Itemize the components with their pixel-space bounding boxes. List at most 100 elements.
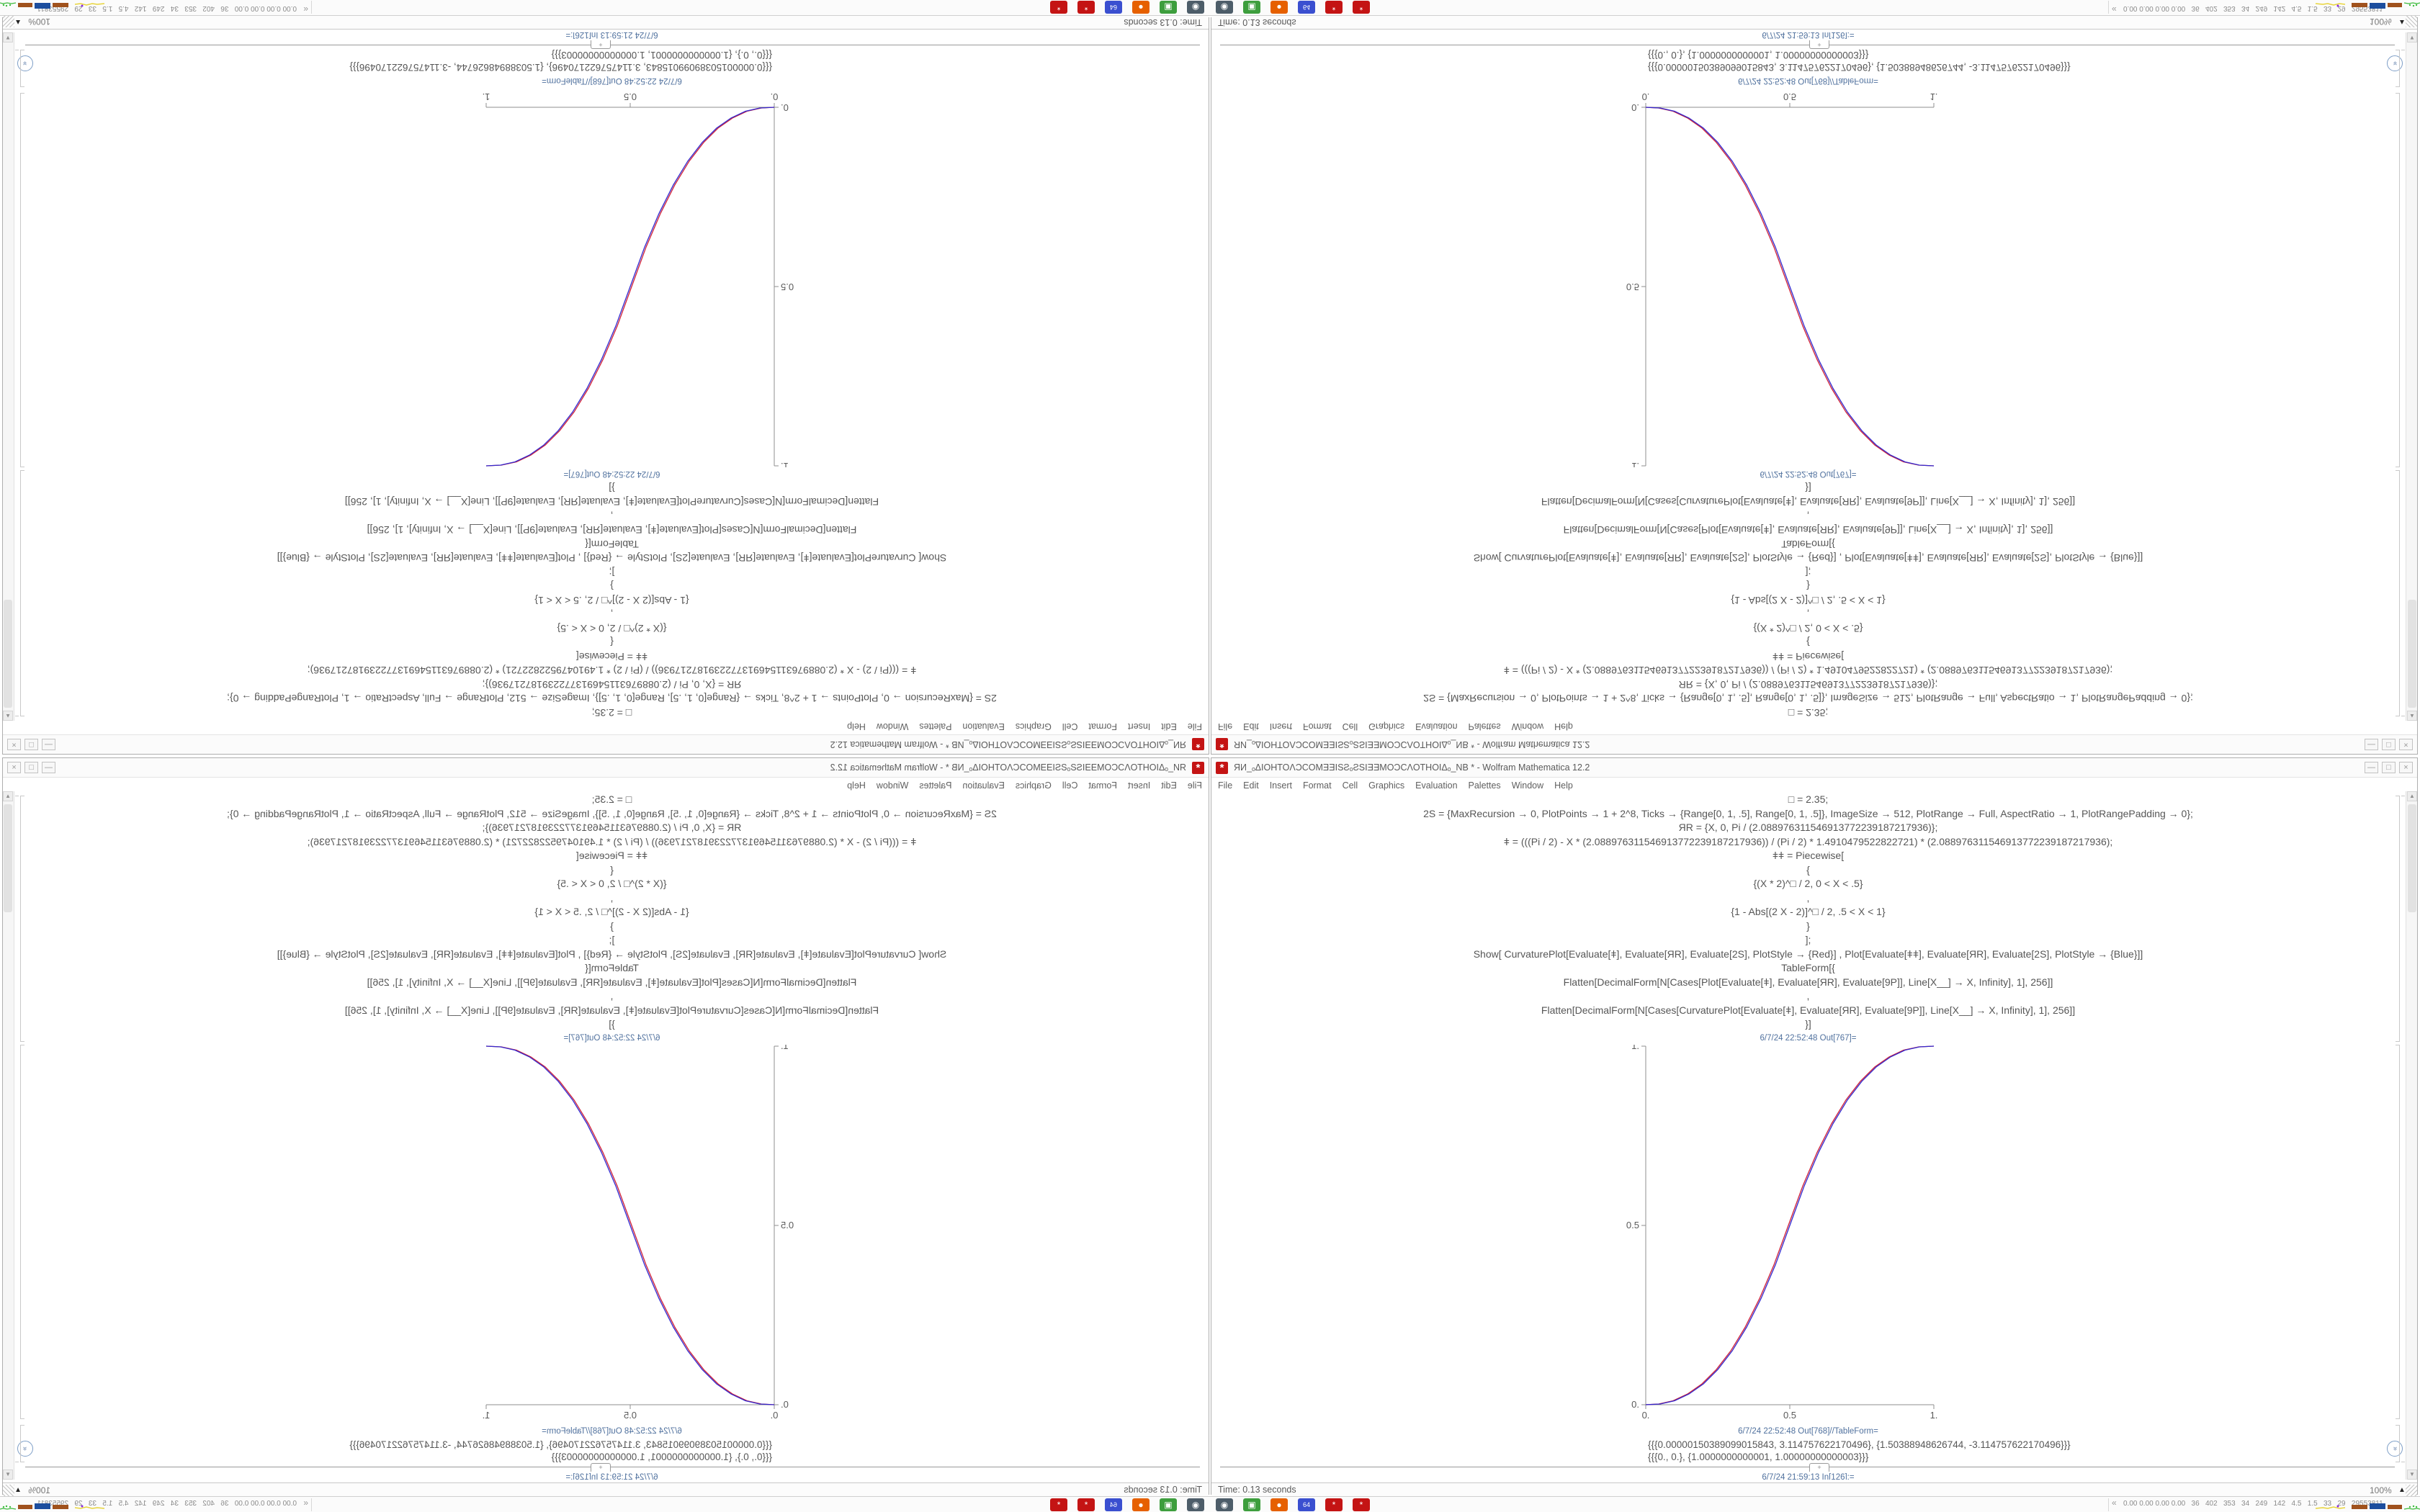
taskbar-emulator-64-icon[interactable]: 64 xyxy=(1105,1,1122,14)
menu-palettes[interactable]: Palettes xyxy=(1468,721,1501,732)
scrollbar-thumb[interactable] xyxy=(2408,600,2416,708)
menu-evaluation[interactable]: Evaluation xyxy=(1415,721,1458,732)
scrollbar-up-arrow-icon[interactable]: ▲ xyxy=(2407,791,2417,801)
close-button[interactable]: × xyxy=(7,739,21,750)
menu-edit[interactable]: Edit xyxy=(1243,780,1259,791)
vertical-scrollbar[interactable]: ▲ ▼ xyxy=(2406,791,2417,1480)
maximize-button[interactable]: □ xyxy=(24,762,38,773)
cell-bracket-output-plot[interactable] xyxy=(2396,1045,2400,1419)
vertical-scrollbar[interactable]: ▲ ▼ xyxy=(3,32,14,721)
cell-bracket-group[interactable] xyxy=(2401,50,2405,716)
maximize-button[interactable]: □ xyxy=(2382,739,2396,750)
menu-insert[interactable]: Insert xyxy=(1128,780,1151,791)
menu-file[interactable]: File xyxy=(1218,721,1233,732)
cell-bracket-group[interactable] xyxy=(2401,796,2405,1462)
menu-palettes[interactable]: Palettes xyxy=(919,721,952,732)
menu-help[interactable]: Help xyxy=(1554,721,1573,732)
notebook-content[interactable]: □ = 2.35; 2S = {MaxRecursion → 0, PlotPo… xyxy=(15,32,1209,719)
minimize-button[interactable]: — xyxy=(42,762,55,773)
menu-format[interactable]: Format xyxy=(1302,721,1332,732)
scrollbar-down-arrow-icon[interactable]: ▼ xyxy=(2407,1470,2417,1480)
magnification-value[interactable]: 100% xyxy=(2370,17,2392,27)
taskbar-screenshot-tool-icon[interactable]: ◉ xyxy=(1187,1498,1204,1511)
cell-bracket-input[interactable] xyxy=(20,470,24,716)
menu-format[interactable]: Format xyxy=(1302,780,1332,791)
scroll-elision-icon[interactable]: » xyxy=(2387,55,2403,71)
menu-window[interactable]: Window xyxy=(876,780,909,791)
magnification-popup-icon[interactable]: ▲ xyxy=(2398,18,2406,26)
menu-palettes[interactable]: Palettes xyxy=(919,780,952,791)
menu-graphics[interactable]: Graphics xyxy=(1368,780,1405,791)
menu-cell[interactable]: Cell xyxy=(1062,780,1078,791)
cell-bracket-output-plot[interactable] xyxy=(20,1045,24,1419)
taskbar-emulator-64-icon[interactable]: 64 xyxy=(1105,1498,1122,1511)
taskbar-mathematica-icon-2[interactable]: * xyxy=(1050,1,1067,14)
menu-file[interactable]: File xyxy=(1218,780,1233,791)
insert-cell-plus-icon[interactable]: + xyxy=(591,40,611,49)
insert-cell-plus-icon[interactable]: + xyxy=(1809,1463,1829,1472)
menu-edit[interactable]: Edit xyxy=(1161,721,1177,732)
magnification-popup-icon[interactable]: ▲ xyxy=(14,18,22,26)
menu-help[interactable]: Help xyxy=(1554,780,1573,791)
maximize-button[interactable]: □ xyxy=(2382,762,2396,773)
insert-cell-plus-icon[interactable]: + xyxy=(1809,40,1829,49)
taskbar-firefox-icon[interactable]: ● xyxy=(1270,1498,1288,1511)
menu-evaluation[interactable]: Evaluation xyxy=(1415,780,1458,791)
taskbar-emulator-64-icon[interactable]: 64 xyxy=(1298,1,1315,14)
minimize-button[interactable]: — xyxy=(42,739,55,750)
window-titlebar[interactable]: * ЯИ_ₒΔIOHTOΛƆCOMƎƎISƧₒƧSIƎƎMOƆϹΛOTHOIΔₒ… xyxy=(3,758,1209,778)
taskbar-firefox-icon[interactable]: ● xyxy=(1132,1498,1150,1511)
magnification-value[interactable]: 100% xyxy=(28,17,50,27)
menu-file[interactable]: File xyxy=(1187,780,1202,791)
scrollbar-down-arrow-icon[interactable]: ▼ xyxy=(3,32,13,42)
taskbar-mathematica-icon-1[interactable]: * xyxy=(1325,1498,1343,1511)
window-resize-grip[interactable] xyxy=(3,16,14,27)
scroll-elision-icon[interactable]: » xyxy=(2387,1441,2403,1457)
tray-chevron-icon[interactable]: « xyxy=(303,4,308,14)
menu-format[interactable]: Format xyxy=(1088,780,1118,791)
taskbar-package-manager-icon[interactable]: ▣ xyxy=(1243,1,1260,14)
window-titlebar[interactable]: * ЯИ_ₒΔIOHTOΛƆCOMƎƎISƧₒƧSIƎƎMOƆϹΛOTHOIΔₒ… xyxy=(3,734,1209,754)
maximize-button[interactable]: □ xyxy=(24,739,38,750)
cell-bracket-input[interactable] xyxy=(20,796,24,1042)
taskbar-screenshot-tool-icon[interactable]: ◉ xyxy=(1216,1,1233,14)
close-button[interactable]: × xyxy=(2399,762,2413,773)
taskbar-mathematica-icon-1[interactable]: * xyxy=(1077,1,1095,14)
menu-window[interactable]: Window xyxy=(876,721,909,732)
scrollbar-thumb[interactable] xyxy=(2408,804,2416,912)
scrollbar-up-arrow-icon[interactable]: ▲ xyxy=(2407,711,2417,721)
vertical-scrollbar[interactable]: ▲ ▼ xyxy=(2406,32,2417,721)
taskbar-package-manager-icon[interactable]: ▣ xyxy=(1160,1,1177,14)
minimize-button[interactable]: — xyxy=(2365,739,2378,750)
cell-bracket-output-plot[interactable] xyxy=(20,93,24,467)
cell-bracket-output-table[interactable] xyxy=(20,1425,24,1462)
cell-bracket-group[interactable] xyxy=(15,796,19,1462)
menu-edit[interactable]: Edit xyxy=(1243,721,1259,732)
cell-bracket-input[interactable] xyxy=(2396,470,2400,716)
magnification-value[interactable]: 100% xyxy=(28,1485,50,1495)
cell-bracket-output-table[interactable] xyxy=(2396,50,2400,87)
taskbar-mathematica-icon-2[interactable]: * xyxy=(1353,1,1370,14)
window-titlebar[interactable]: * ЯИ_ₒΔIOHTOΛƆCOMƎƎISƧₒƧSIƎƎMOƆϹΛOTHOIΔₒ… xyxy=(1211,734,2417,754)
taskbar-package-manager-icon[interactable]: ▣ xyxy=(1160,1498,1177,1511)
cell-bracket-output-plot[interactable] xyxy=(2396,93,2400,467)
scrollbar-up-arrow-icon[interactable]: ▲ xyxy=(3,711,13,721)
menu-insert[interactable]: Insert xyxy=(1269,721,1292,732)
taskbar-firefox-icon[interactable]: ● xyxy=(1132,1,1150,14)
taskbar-firefox-icon[interactable]: ● xyxy=(1270,1,1288,14)
taskbar-package-manager-icon[interactable]: ▣ xyxy=(1243,1498,1260,1511)
close-button[interactable]: × xyxy=(2399,739,2413,750)
tray-chevron-icon[interactable]: « xyxy=(2112,4,2117,14)
scrollbar-down-arrow-icon[interactable]: ▼ xyxy=(2407,32,2417,42)
window-resize-grip[interactable] xyxy=(3,1485,14,1496)
menu-graphics[interactable]: Graphics xyxy=(1015,721,1052,732)
taskbar-mathematica-icon-1[interactable]: * xyxy=(1077,1498,1095,1511)
cell-bracket-group[interactable] xyxy=(15,50,19,716)
minimize-button[interactable]: — xyxy=(2365,762,2378,773)
insert-cell-plus-icon[interactable]: + xyxy=(591,1463,611,1472)
close-button[interactable]: × xyxy=(7,762,21,773)
taskbar-emulator-64-icon[interactable]: 64 xyxy=(1298,1498,1315,1511)
taskbar-screenshot-tool-icon[interactable]: ◉ xyxy=(1187,1,1204,14)
notebook-content[interactable]: □ = 2.35; 2S = {MaxRecursion → 0, PlotPo… xyxy=(1211,32,2405,719)
window-resize-grip[interactable] xyxy=(2406,1485,2417,1496)
